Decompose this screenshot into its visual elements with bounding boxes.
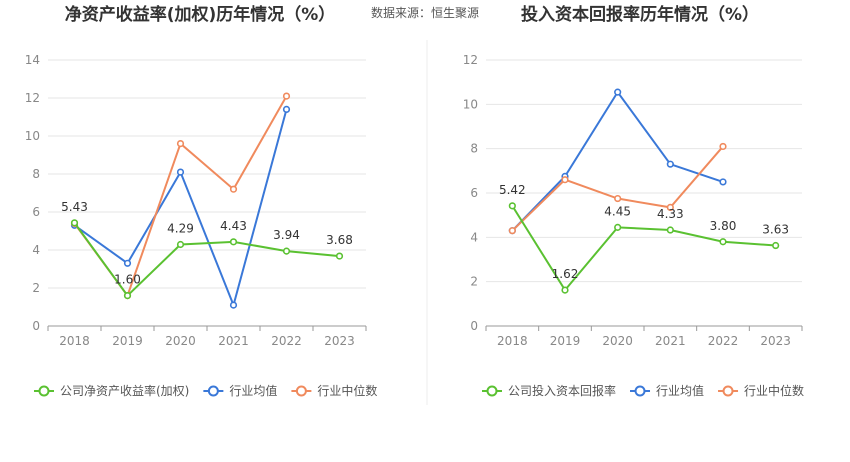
legend-item-industry_median[interactable]: 行业中位数 — [718, 383, 804, 398]
x-tick-label: 2022 — [708, 334, 739, 348]
data-point-industry_median[interactable] — [666, 203, 674, 212]
y-tick-label: 6 — [470, 186, 478, 200]
data-point-industry_median[interactable] — [282, 92, 291, 100]
series-line-industry_avg — [73, 109, 288, 309]
data-point-company[interactable] — [123, 292, 132, 300]
data-point-industry_avg[interactable] — [176, 168, 185, 176]
y-tick-label: 0 — [32, 319, 40, 333]
legend-swatch-marker — [295, 385, 307, 397]
data-point-industry_avg[interactable] — [719, 178, 727, 186]
x-tick-label: 2021 — [655, 334, 686, 348]
y-tick-label: 12 — [463, 53, 478, 67]
data-point-industry_median[interactable] — [719, 142, 727, 151]
legend-roic: 公司投入资本回报率 行业均值 行业中位数 — [482, 383, 804, 398]
legend-item-industry_median[interactable]: 行业中位数 — [291, 383, 377, 398]
series-line-company — [73, 222, 340, 298]
data-point-company[interactable] — [282, 247, 291, 255]
x-tick-label: 2020 — [602, 334, 633, 348]
data-point-industry_median[interactable] — [176, 140, 185, 148]
legend-label: 行业均值 — [656, 383, 704, 398]
y-tick-label: 2 — [470, 275, 478, 289]
x-tick-label: 2018 — [59, 334, 90, 348]
chart-roic: 0 2 4 6 8 10 12 2018 2019 2020 2021 2022 2023 5.42 1.6… — [463, 53, 803, 348]
legend-label: 公司投入资本回报率 — [508, 383, 616, 398]
chart-title-roe: 净资产收益率(加权)历年情况（%） — [65, 4, 336, 25]
y-tick-label: 12 — [25, 91, 40, 105]
data-point-company[interactable] — [614, 223, 622, 231]
data-label: 1.62 — [552, 267, 579, 281]
x-tick-label: 2021 — [218, 334, 249, 348]
x-tick-label: 2020 — [165, 334, 196, 348]
data-label: 3.63 — [762, 223, 789, 237]
data-point-company[interactable] — [176, 240, 185, 249]
y-tick-label: 0 — [470, 319, 478, 333]
data-label: 1.60 — [114, 273, 141, 287]
y-tick-label: 4 — [32, 243, 40, 257]
data-point-industry_avg[interactable] — [123, 259, 132, 267]
legend-swatch-marker — [722, 385, 734, 397]
chart-title-roic: 投入资本回报率历年情况（%） — [521, 4, 759, 25]
series-line-company — [511, 205, 776, 292]
data-label: 4.43 — [220, 219, 247, 233]
data-point-industry_median[interactable] — [614, 194, 622, 203]
data-point-company[interactable] — [719, 238, 727, 246]
x-tick-label: 2018 — [497, 334, 528, 348]
data-label: 5.42 — [499, 183, 526, 197]
legend-item-industry_avg[interactable]: 行业均值 — [630, 383, 704, 398]
y-tick-label: 2 — [32, 281, 40, 295]
legend-swatch-marker — [38, 385, 50, 397]
y-tick-label: 6 — [32, 205, 40, 219]
x-tick-label: 2019 — [112, 334, 143, 348]
y-tick-label: 10 — [463, 97, 478, 111]
data-point-company[interactable] — [70, 219, 79, 227]
data-label: 3.94 — [273, 228, 300, 242]
data-point-company[interactable] — [561, 286, 569, 294]
y-tick-label: 10 — [25, 129, 40, 143]
x-tick-label: 2019 — [550, 334, 581, 348]
legend-label: 行业中位数 — [744, 383, 804, 398]
y-tick-label: 4 — [470, 230, 478, 244]
data-point-industry_avg[interactable] — [282, 105, 291, 113]
data-label: 5.43 — [61, 200, 88, 214]
data-point-company[interactable] — [335, 252, 344, 260]
data-point-industry_avg[interactable] — [666, 160, 674, 168]
x-tick-label: 2023 — [760, 334, 791, 348]
legend-label: 行业均值 — [229, 383, 277, 398]
x-tick-label: 2022 — [271, 334, 302, 348]
data-point-industry_avg[interactable] — [614, 88, 622, 96]
legend-label: 公司净资产收益率(加权) — [60, 383, 189, 398]
data-label: 4.33 — [657, 207, 684, 221]
source-label: 数据来源：恒生聚源 — [371, 5, 479, 20]
y-tick-label: 14 — [25, 53, 40, 67]
data-label: 3.68 — [326, 233, 353, 247]
legend-item-industry_avg[interactable]: 行业均值 — [203, 383, 277, 398]
legend-item-company[interactable]: 公司投入资本回报率 — [482, 383, 616, 398]
legend-roe: 公司净资产收益率(加权) 行业均值 行业中位数 — [34, 383, 377, 398]
data-point-company[interactable] — [666, 226, 674, 234]
legend-swatch-marker — [207, 385, 219, 397]
data-point-industry_median[interactable] — [561, 176, 569, 184]
legend-swatch-marker — [634, 385, 646, 397]
y-tick-label: 8 — [470, 142, 478, 156]
data-point-company[interactable] — [772, 241, 780, 250]
y-tick-label: 8 — [32, 167, 40, 181]
data-label: 4.45 — [604, 204, 631, 218]
data-point-company[interactable] — [229, 238, 238, 246]
data-point-industry_median[interactable] — [229, 185, 238, 193]
data-point-industry_avg[interactable] — [229, 301, 238, 309]
data-point-industry_median[interactable] — [508, 227, 516, 235]
data-label: 3.80 — [710, 219, 737, 233]
legend-label: 行业中位数 — [317, 383, 377, 398]
x-tick-label: 2023 — [324, 334, 355, 348]
legend-swatch-marker — [486, 385, 498, 397]
data-label: 4.29 — [167, 221, 194, 235]
legend-item-company[interactable]: 公司净资产收益率(加权) — [34, 383, 189, 398]
chart-roe: 0 2 4 6 8 10 12 14 2018 2019 2020 2021 2022 2023 5.43 1… — [25, 53, 367, 348]
data-point-company[interactable] — [508, 202, 516, 210]
